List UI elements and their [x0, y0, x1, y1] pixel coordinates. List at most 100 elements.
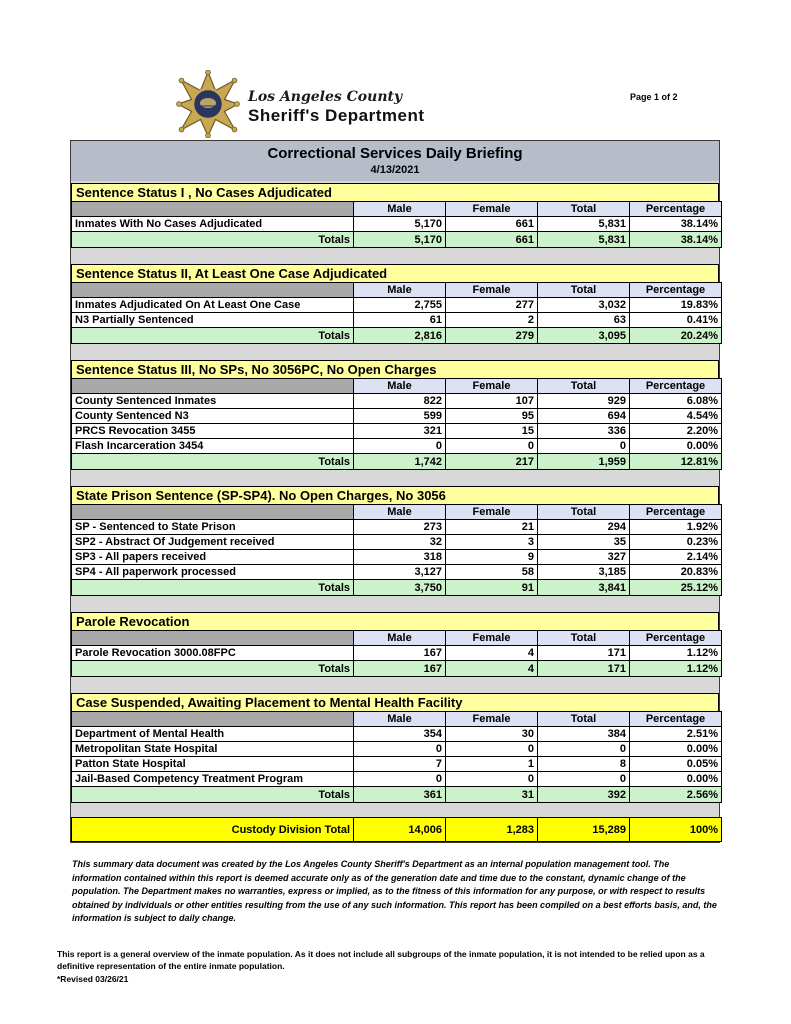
report-section: Sentence Status I , No Cases Adjudicated… [71, 183, 722, 248]
section-title: Parole Revocation [71, 612, 719, 630]
column-header-row: Male Female Total Percentage [71, 711, 722, 727]
totals-value: 12.81% [629, 453, 722, 470]
report-section: Sentence Status III, No SPs, No 3056PC, … [71, 360, 722, 470]
row-value: 3,127 [353, 564, 446, 580]
column-header: Total [537, 504, 630, 520]
row-label: Metropolitan State Hospital [71, 741, 354, 757]
report-section: Case Suspended, Awaiting Placement to Me… [71, 693, 722, 803]
totals-value: 1,959 [537, 453, 630, 470]
table-row: PRCS Revocation 3455 321 15 336 2.20% [71, 423, 722, 439]
totals-value: 25.12% [629, 579, 722, 596]
column-header: Female [445, 201, 538, 217]
sheriff-star-icon [176, 69, 240, 139]
totals-row: Totals 3,750 91 3,841 25.12% [71, 579, 722, 596]
row-value: 0.41% [629, 312, 722, 328]
row-value: 107 [445, 393, 538, 409]
column-header: Female [445, 282, 538, 298]
totals-value: 31 [445, 786, 538, 803]
report-sections: Sentence Status I , No Cases Adjudicated… [71, 183, 722, 803]
row-value: 273 [353, 519, 446, 535]
column-header: Female [445, 711, 538, 727]
column-header: Percentage [629, 201, 722, 217]
row-value: 4 [445, 645, 538, 661]
row-value: 5,170 [353, 216, 446, 232]
row-value: 0.00% [629, 741, 722, 757]
table-row: Patton State Hospital 7 1 8 0.05% [71, 756, 722, 772]
column-header-spacer [71, 711, 354, 727]
column-header-row: Male Female Total Percentage [71, 378, 722, 394]
section-title: Sentence Status I , No Cases Adjudicated [71, 183, 719, 201]
row-value: 7 [353, 756, 446, 772]
column-header: Female [445, 504, 538, 520]
totals-label: Totals [71, 579, 354, 596]
row-value: 35 [537, 534, 630, 550]
column-header: Male [353, 378, 446, 394]
row-value: 61 [353, 312, 446, 328]
report-title-band: Correctional Services Daily Briefing 4/1… [71, 141, 719, 183]
table-row: County Sentenced N3 599 95 694 4.54% [71, 408, 722, 424]
row-value: 167 [353, 645, 446, 661]
totals-value: 661 [445, 231, 538, 248]
section-table: Male Female Total Percentage Inmates With No… [71, 201, 722, 248]
totals-row: Totals 5,170 661 5,831 38.14% [71, 231, 722, 248]
logo-county-text: Los Angeles County [248, 88, 403, 105]
table-row: Jail-Based Competency Treatment Program 0… [71, 771, 722, 787]
grand-total-male: 14,006 [353, 817, 446, 842]
row-value: 3 [445, 534, 538, 550]
row-value: 0 [537, 741, 630, 757]
row-value: 5,831 [537, 216, 630, 232]
row-value: 318 [353, 549, 446, 565]
report-date: 4/13/2021 [370, 164, 420, 176]
totals-row: Totals 1,742 217 1,959 12.81% [71, 453, 722, 470]
section-table: Male Female Total Percentage SP - Sentenced … [71, 504, 722, 596]
table-row: Flash Incarceration 3454 0 0 0 0.00% [71, 438, 722, 454]
column-header: Percentage [629, 504, 722, 520]
row-label: Flash Incarceration 3454 [71, 438, 354, 454]
row-label: County Sentenced Inmates [71, 393, 354, 409]
footnote: This report is a general overview of the… [57, 948, 739, 985]
row-label: SP2 - Abstract Of Judgement received [71, 534, 354, 550]
column-header: Total [537, 711, 630, 727]
column-header: Percentage [629, 282, 722, 298]
row-value: 32 [353, 534, 446, 550]
column-header: Male [353, 630, 446, 646]
totals-value: 361 [353, 786, 446, 803]
column-header: Total [537, 630, 630, 646]
totals-value: 217 [445, 453, 538, 470]
row-value: 9 [445, 549, 538, 565]
totals-value: 1,742 [353, 453, 446, 470]
row-label: Inmates With No Cases Adjudicated [71, 216, 354, 232]
row-label: Department of Mental Health [71, 726, 354, 742]
report-section: Parole Revocation Male Female Total Percenta… [71, 612, 722, 677]
table-row: SP - Sentenced to State Prison 273 21 294 1.… [71, 519, 722, 535]
row-value: 822 [353, 393, 446, 409]
row-value: 4.54% [629, 408, 722, 424]
section-title: State Prison Sentence (SP-SP4). No Open … [71, 486, 719, 504]
row-value: 19.83% [629, 297, 722, 313]
column-header: Total [537, 201, 630, 217]
column-header-spacer [71, 378, 354, 394]
row-value: 3,032 [537, 297, 630, 313]
page-number-label: Page 1 of 2 [630, 92, 678, 102]
totals-value: 3,095 [537, 327, 630, 344]
table-row: Inmates With No Cases Adjudicated 5,170 66… [71, 216, 722, 232]
row-value: 1.92% [629, 519, 722, 535]
section-table: Male Female Total Percentage Inmates Adjudic… [71, 282, 722, 344]
table-row: SP2 - Abstract Of Judgement received 32 3 3… [71, 534, 722, 550]
section-table: Male Female Total Percentage Parole Revocati… [71, 630, 722, 677]
column-header-spacer [71, 201, 354, 217]
row-label: SP4 - All paperwork processed [71, 564, 354, 580]
totals-value: 3,750 [353, 579, 446, 596]
lasd-logo: Los Angeles County Sheriff's Department [176, 69, 425, 139]
report-section: State Prison Sentence (SP-SP4). No Open … [71, 486, 722, 596]
row-value: 327 [537, 549, 630, 565]
table-row: Department of Mental Health 354 30 384 2.51% [71, 726, 722, 742]
column-header-row: Male Female Total Percentage [71, 201, 722, 217]
row-value: 929 [537, 393, 630, 409]
row-value: 2.14% [629, 549, 722, 565]
totals-value: 167 [353, 660, 446, 677]
table-row: Inmates Adjudicated On At Least One Case… [71, 297, 722, 313]
column-header: Total [537, 378, 630, 394]
totals-row: Totals 361 31 392 2.56% [71, 786, 722, 803]
totals-label: Totals [71, 231, 354, 248]
